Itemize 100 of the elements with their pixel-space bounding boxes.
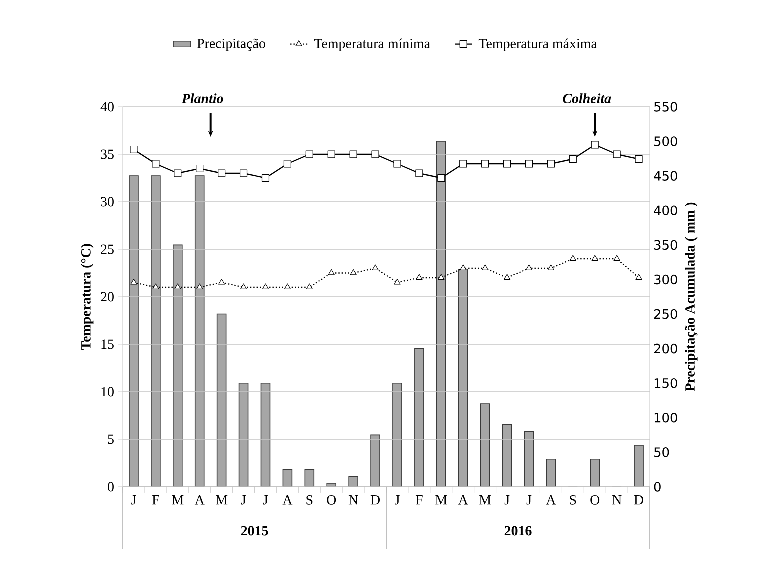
point [152,160,160,168]
point [284,284,292,290]
point [591,141,599,149]
text: Plantio [182,94,224,104]
point [547,160,555,168]
legend-label: Temperatura mínima [314,38,430,52]
point [503,160,512,168]
point [569,155,577,164]
x-tick-label: A [194,495,205,505]
y-tick-label: 40 [100,102,114,112]
point [262,174,270,182]
y-axis-title: Temperatura (°C) [81,244,94,350]
x-tick-label: D [634,496,644,505]
point [526,264,533,271]
y-tick-label: 30 [101,197,114,207]
x-tick-label: O [327,496,336,505]
point [196,164,204,173]
x-tick-label: A [282,495,293,505]
point [416,274,423,280]
y2-tick-label: 50 [654,448,670,458]
y-tick-label: 35 [101,150,114,160]
point [460,160,468,168]
text: 2016 [504,526,532,536]
y2-tick-label: 100 [654,413,678,423]
point [350,269,357,276]
x-tick-label: F [152,496,160,505]
y2-tick-label: 450 [654,171,678,181]
point [284,160,292,168]
y-tick-label: 20 [101,292,114,302]
y-tick-label: 25 [101,244,114,254]
point [548,264,555,271]
y2-tick-label: 300 [654,274,678,285]
point [460,264,467,271]
y2-tick-label: 350 [654,240,678,250]
y-tick-label: 0 [108,482,114,492]
point [438,274,445,280]
x-tick-label: N [612,496,622,505]
y2-tick-label: 550 [654,102,678,112]
y2-tick-label: 250 [654,309,678,320]
point [218,278,226,285]
point [482,160,490,168]
x-tick-label: M [172,496,184,505]
point [504,274,511,280]
point [174,170,182,178]
point [525,160,534,168]
x-tick-label: N [348,496,358,505]
y2-tick-label: 0 [654,482,661,492]
x-tick-label: A [458,495,468,505]
point [394,278,401,285]
point [174,284,182,290]
x-tick-label: J [241,496,246,505]
point [482,264,489,271]
point [152,284,160,290]
x-tick-label: J [132,496,136,505]
y2-tick-label: 150 [654,378,678,388]
point [372,150,380,158]
y2-tick-label: 500 [654,136,678,146]
point [240,170,248,178]
point [240,284,248,290]
legend-label: Temperatura máxima [478,38,598,52]
x-tick-label: J [263,496,268,505]
x-tick-label: A [546,495,556,505]
x-tick-label: M [480,496,492,505]
text: 2015 [241,526,268,536]
point [218,170,226,178]
y-tick-label: 5 [108,434,114,444]
x-tick-label: S [570,496,576,505]
point [570,255,576,262]
x-tick-label: F [416,496,423,505]
point [614,255,620,262]
point [416,170,424,178]
x-tick-label: M [436,496,448,505]
point [196,284,204,290]
legend-label: Precipitação [197,38,266,52]
point [350,150,358,158]
point [592,255,598,262]
point [372,264,379,271]
point [636,274,642,280]
point [328,150,336,158]
x-tick-label: S [306,496,313,505]
point [262,284,270,290]
x-tick-label: M [216,496,228,505]
x-tick-label: J [504,496,510,505]
point [328,269,335,276]
y2-tick-label: 400 [654,206,678,216]
y2-tick-label: 200 [654,344,678,354]
text: Colheita [563,94,612,104]
x-tick-label: J [526,496,532,505]
point [306,284,313,290]
y-tick-label: 10 [102,387,114,397]
point [438,174,446,182]
x-tick-label: J [395,496,400,505]
point [306,150,314,158]
point [130,278,138,285]
y2-axis-title: Precipitação Acumulada ( mm ) [685,202,698,392]
y-tick-label: 15 [102,340,114,350]
point [613,150,621,158]
x-tick-label: D [370,496,380,505]
x-tick-label: O [590,496,600,505]
point [394,160,402,168]
